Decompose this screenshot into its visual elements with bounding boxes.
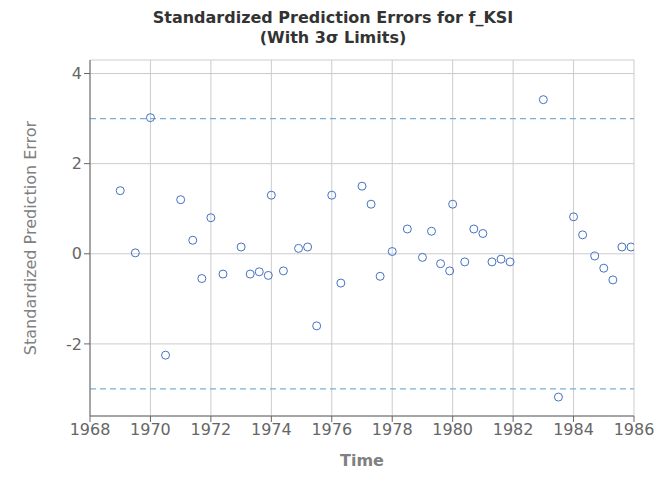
svg-text:Standardized Prediction Error: Standardized Prediction Error [21,120,40,355]
svg-text:0: 0 [72,244,82,263]
svg-text:4: 4 [72,64,82,83]
svg-text:1978: 1978 [372,420,413,439]
svg-text:1982: 1982 [493,420,534,439]
svg-text:1972: 1972 [191,420,232,439]
svg-text:1980: 1980 [432,420,473,439]
svg-text:1984: 1984 [553,420,594,439]
svg-text:1986: 1986 [614,420,655,439]
svg-text:1968: 1968 [70,420,111,439]
svg-text:1970: 1970 [130,420,171,439]
html-text:(With 3σ Limits): (With 3σ Limits) [259,28,407,47]
svg-text:-2: -2 [66,335,82,354]
svg-text:1974: 1974 [251,420,292,439]
svg-text:2: 2 [72,154,82,173]
svg-text:1976: 1976 [311,420,352,439]
svg-text:Time: Time [340,451,384,470]
html-text:Standardized Prediction Errors: Standardized Prediction Errors for f_KSI [152,8,514,27]
